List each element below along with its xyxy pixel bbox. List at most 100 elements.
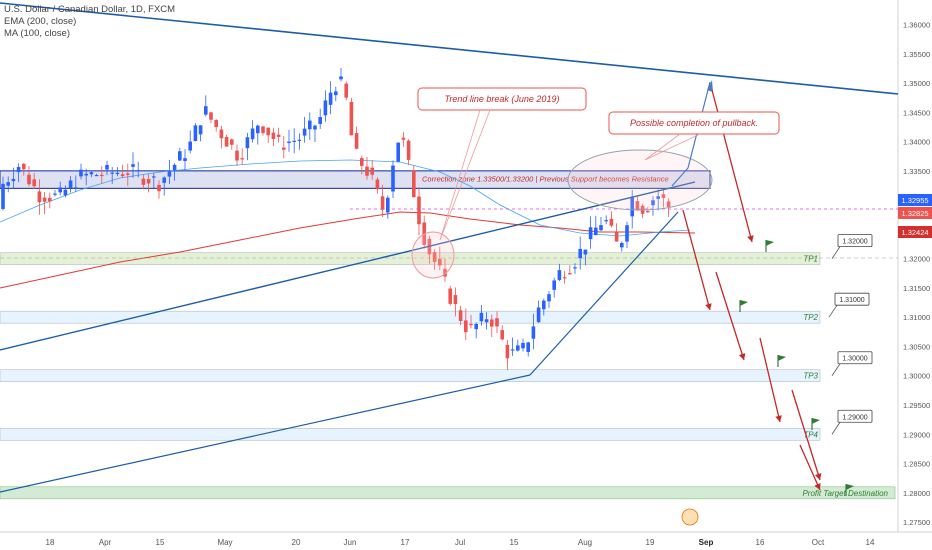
candle-body: [484, 319, 489, 323]
candle-body: [136, 170, 140, 172]
down-arrow-icon: [775, 415, 782, 422]
time-tick-label: May: [217, 538, 232, 547]
candle: [365, 157, 369, 180]
candle-body: [625, 225, 629, 242]
candle-body: [120, 174, 125, 177]
candle-body: [339, 76, 343, 80]
candle: [432, 249, 437, 270]
legend-ema: EMA (200, close): [4, 16, 77, 27]
price-tick-label: 1.31500: [903, 284, 930, 293]
candle-body: [656, 196, 660, 199]
candle: [157, 180, 161, 199]
time-tick-label: Sep: [699, 538, 714, 547]
candle-body: [178, 151, 182, 161]
price-tick-label: 1.35000: [903, 79, 930, 88]
candle-body: [183, 158, 187, 161]
candle: [552, 277, 556, 298]
candle: [126, 163, 130, 187]
candle: [188, 130, 192, 154]
price-axis: 1.36000 1.35500 1.35000 1.34500 1.34000 1.335…: [897, 0, 930, 532]
candle-body: [141, 178, 146, 185]
candle-body: [453, 295, 458, 305]
chart-legend: U.S. Dollar / Canadian Dollar, 1D, FXCM …: [4, 4, 175, 40]
candle: [214, 119, 218, 132]
candle-body: [651, 200, 655, 206]
tp-price-box: [837, 234, 873, 248]
candle-body: [432, 252, 437, 262]
correction-zone-label: Correction zone 1.33500/1.33200 | Previo…: [422, 175, 669, 184]
candle-body: [568, 273, 572, 275]
candle-body: [354, 133, 359, 149]
candle-body: [458, 310, 463, 322]
tp-price-box: [834, 292, 870, 306]
candle-body: [240, 158, 244, 160]
candle-body: [204, 106, 208, 115]
candle: [271, 127, 276, 146]
candle-body: [599, 225, 603, 231]
time-tick-label: Jul: [455, 538, 465, 547]
tp-label: TP3: [803, 372, 818, 381]
down-arrow-icon: [814, 473, 822, 480]
tp-zone: [0, 486, 896, 500]
candle: [1, 176, 5, 211]
candle: [391, 160, 395, 199]
candle-body: [417, 196, 421, 225]
candle-body: [230, 139, 234, 145]
candle-body: [131, 164, 135, 167]
time-tick-label: 16: [756, 538, 765, 547]
candle: [412, 165, 416, 198]
candle: [42, 191, 47, 215]
tp-pointer: [831, 246, 841, 259]
down-arrow-line: [791, 389, 821, 481]
candle-body: [74, 187, 78, 189]
tp-label: TP4: [803, 430, 818, 439]
candle: [375, 177, 380, 194]
candle-body: [271, 132, 276, 139]
candles: [1, 67, 671, 371]
time-tick-label: Apr: [99, 538, 112, 547]
tp-pointer: [831, 363, 841, 376]
candle-body: [443, 268, 447, 277]
candle: [604, 215, 608, 225]
candle-body: [490, 319, 494, 327]
lower-trendline: [0, 374, 531, 493]
candle: [625, 221, 629, 248]
candle: [458, 305, 463, 326]
candle: [94, 173, 99, 177]
time-tick-label: 20: [292, 538, 301, 547]
time-tick-label: 17: [401, 538, 410, 547]
correction-zone: [0, 170, 711, 189]
candle: [484, 312, 489, 330]
candle-body: [666, 201, 671, 207]
candle-body: [323, 100, 328, 116]
flag-icon: [812, 418, 820, 424]
candle: [250, 120, 255, 143]
candle-body: [646, 211, 650, 213]
pullback-ellipse: [567, 149, 713, 211]
candle-body: [516, 345, 520, 351]
candle-body: [287, 141, 291, 144]
candle: [219, 125, 224, 149]
candle: [266, 127, 270, 144]
ema-line: [0, 211, 696, 289]
candle: [490, 314, 494, 338]
candle: [68, 175, 73, 193]
callout-box: [417, 87, 587, 111]
candle: [386, 195, 390, 219]
candle-body: [1, 183, 5, 209]
candle-body: [209, 112, 213, 120]
candle-body: [63, 189, 68, 196]
tp-zone: [0, 252, 821, 265]
price-label-box: [898, 194, 932, 206]
candle-body: [365, 166, 369, 176]
tp-price-label: 1.31000: [839, 297, 864, 304]
candle: [401, 131, 406, 147]
flag-icon: [846, 484, 854, 490]
candle: [656, 189, 660, 211]
price-tick-label: 1.28000: [903, 489, 930, 498]
price-tick-label: 1.29000: [903, 430, 930, 439]
candle-body: [308, 120, 312, 130]
candle: [297, 133, 302, 150]
candle-body: [115, 172, 120, 175]
